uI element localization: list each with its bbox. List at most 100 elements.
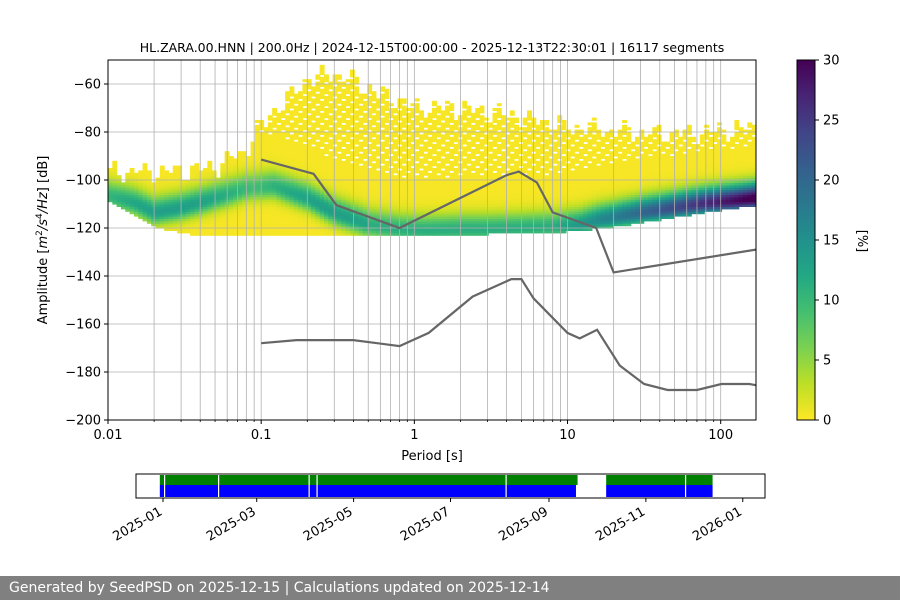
heatmap-cell (492, 120, 498, 123)
heatmap-cell (216, 230, 221, 234)
heatmap-cell (302, 218, 308, 222)
heatmap-cell (349, 223, 355, 227)
heatmap-cell (341, 204, 347, 207)
heatmap-cell (440, 122, 446, 126)
heatmap-cell (345, 168, 351, 171)
heatmap-cell (108, 194, 113, 198)
heatmap-cell (302, 115, 308, 119)
heatmap-cell (509, 120, 515, 123)
heatmap-cell (466, 105, 472, 109)
heatmap-cell (112, 170, 118, 174)
heatmap-cell (233, 196, 239, 200)
heatmap-cell (427, 124, 433, 128)
heatmap-cell (552, 156, 558, 159)
heatmap-cell (272, 175, 278, 179)
heatmap-cell (488, 132, 494, 135)
heatmap-cell (168, 225, 174, 229)
heatmap-cell (384, 136, 390, 140)
heatmap-cell (263, 184, 269, 188)
heatmap-cell (479, 153, 485, 157)
heatmap-cell (375, 170, 381, 174)
heatmap-cell (432, 218, 437, 222)
heatmap-cell (427, 112, 433, 116)
heatmap-cell (475, 122, 481, 126)
heatmap-cell (241, 223, 247, 227)
heatmap-cell (470, 187, 476, 191)
heatmap-cell (276, 182, 282, 186)
heatmap-cell (263, 165, 269, 169)
heatmap-cell (108, 175, 113, 179)
heatmap-cell (393, 189, 399, 193)
heatmap-cell (285, 177, 291, 181)
heatmap-cell (496, 163, 502, 167)
heatmap-cell (410, 180, 416, 183)
heatmap-cell (384, 100, 390, 104)
heatmap-cell (362, 129, 368, 133)
heatmap-cell (315, 213, 321, 217)
heatmap-cell (509, 225, 515, 229)
heatmap-cell (617, 206, 623, 210)
heatmap-cell (401, 98, 407, 102)
heatmap-cell (613, 177, 619, 181)
heatmap-cell (289, 148, 295, 152)
heatmap-cell (401, 144, 407, 147)
heatmap-cell (548, 175, 554, 179)
heatmap-cell (440, 228, 446, 231)
heatmap-cell (432, 122, 437, 126)
heatmap-cell (514, 129, 519, 133)
heatmap-cell (453, 124, 459, 128)
heatmap-cell (444, 132, 450, 135)
heatmap-cell (483, 136, 489, 140)
heatmap-cell (514, 124, 519, 128)
heatmap-cell (190, 175, 195, 179)
heatmap-cell (496, 199, 502, 203)
heatmap-cell (393, 129, 399, 133)
heatmap-cell (220, 218, 226, 222)
heatmap-cell (570, 177, 576, 181)
heatmap-cell (168, 175, 174, 179)
heatmap-cell (328, 170, 334, 174)
heatmap-cell (423, 182, 429, 186)
heatmap-cell (362, 132, 368, 135)
heatmap-cell (168, 196, 174, 200)
heatmap-cell (354, 79, 360, 83)
heatmap-cell (293, 117, 299, 121)
heatmap-cell (190, 218, 195, 222)
heatmap-cell (285, 225, 291, 229)
heatmap-cell (241, 206, 247, 210)
heatmap-cell (289, 225, 295, 229)
heatmap-cell (177, 196, 183, 200)
heatmap-cell (570, 228, 576, 231)
heatmap-cell (358, 105, 364, 109)
heatmap-cell (298, 158, 303, 162)
heatmap-cell (401, 206, 407, 210)
heatmap-cell (349, 146, 355, 150)
heatmap-cell (336, 124, 342, 128)
heatmap-cell (298, 172, 303, 176)
heatmap-cell (613, 211, 619, 215)
heatmap-cell (358, 187, 364, 191)
heatmap-cell (155, 177, 161, 181)
heatmap-cell (626, 218, 632, 222)
heatmap-cell (384, 117, 390, 121)
heatmap-cell (328, 175, 334, 179)
heatmap-cell (578, 168, 584, 171)
heatmap-cell (544, 163, 550, 167)
heatmap-cell (561, 144, 567, 147)
heatmap-cell (311, 213, 316, 217)
heatmap-cell (311, 103, 316, 107)
heatmap-cell (604, 182, 610, 186)
heatmap-cell (505, 117, 511, 121)
heatmap-cell (393, 144, 399, 147)
heatmap-cell (328, 168, 334, 171)
heatmap-cell (263, 139, 269, 143)
heatmap-cell (233, 206, 239, 210)
heatmap-cell (583, 216, 589, 219)
heatmap-cell (345, 206, 351, 210)
heatmap-cell (622, 148, 627, 152)
heatmap-cell (112, 184, 118, 188)
heatmap-cell (375, 199, 381, 203)
heatmap-cell (401, 124, 407, 128)
heatmap-cell (609, 177, 615, 181)
heatmap-cell (617, 196, 623, 200)
